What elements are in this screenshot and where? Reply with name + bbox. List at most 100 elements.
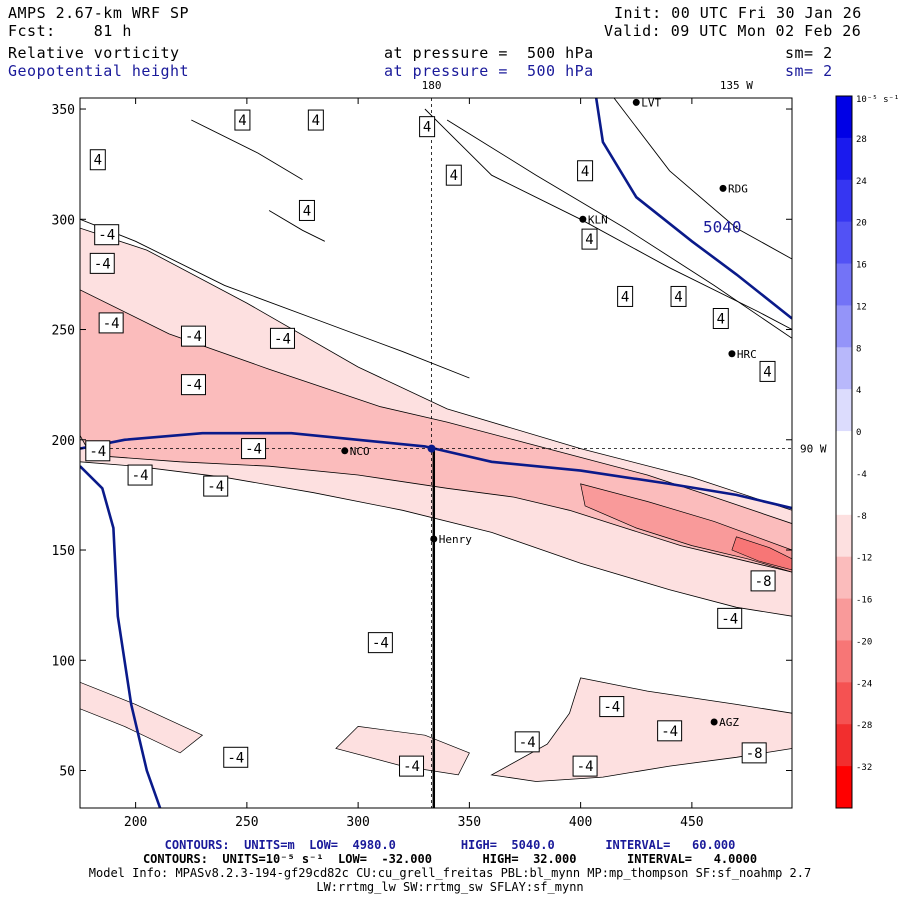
vorticity-label-box-16 xyxy=(269,327,295,349)
station-label-nco: NCO xyxy=(350,445,370,458)
vorticity-label-box-30 xyxy=(572,755,598,777)
vorticity-label-box-13 xyxy=(89,252,115,274)
vorticity-label-box-19 xyxy=(241,438,267,460)
plot-area xyxy=(80,98,792,808)
height-contour-info: CONTOURS: UNITS=m LOW= 4980.0 HIGH= 5040… xyxy=(164,838,736,852)
vorticity-label-10: 4 xyxy=(717,311,725,327)
y-tick-label-200: 200 xyxy=(52,434,75,449)
colorbar-swatch-0 xyxy=(836,96,852,139)
vorticity-label-box-14 xyxy=(98,312,124,334)
vorticity-label-0: 4 xyxy=(238,113,246,129)
colorbar-label-11: -12 xyxy=(856,554,872,564)
band-neg4-sw xyxy=(335,726,470,776)
vorticity-label-21: -4 xyxy=(207,479,224,495)
vorticity-label-box-5 xyxy=(445,164,462,186)
station-label-agz: AGZ xyxy=(719,716,739,729)
y-tick-label-350: 350 xyxy=(52,103,75,118)
field2-name: Geopotential height xyxy=(8,62,190,80)
band-neg4-south xyxy=(490,677,792,782)
y-tick-label-100: 100 xyxy=(52,654,75,669)
vorticity-label-box-26 xyxy=(657,720,683,742)
vorticity-label-box-1 xyxy=(307,109,324,131)
vorticity-label-box-18 xyxy=(85,440,111,462)
x-tick-label-200: 200 xyxy=(124,815,147,830)
colorbar-swatch-8 xyxy=(836,431,852,474)
vorticity-label-box-21 xyxy=(203,475,229,497)
station-label-henry: Henry xyxy=(439,533,472,546)
colorbar-swatch-15 xyxy=(836,724,852,767)
colorbar-swatch-3 xyxy=(836,221,852,265)
plot-frame xyxy=(79,97,793,809)
vorticity-label-box-6 xyxy=(577,160,594,182)
height-contour-label: 5040 xyxy=(703,218,742,237)
colorbar-label-9: -4 xyxy=(856,470,867,480)
pos-contour-5 xyxy=(268,210,325,242)
vorticity-label-1: 4 xyxy=(312,113,320,129)
init-time: Init: 00 UTC Fri 30 Jan 26 xyxy=(614,4,862,22)
colorbar-label-7: 4 xyxy=(856,386,861,396)
field1-smooth: sm= 2 xyxy=(785,44,833,62)
station-marker-agz xyxy=(710,718,718,726)
station-label-lvt: LVT xyxy=(641,96,661,109)
model-info-physics: LW:rrtmg_lw SW:rrtmg_sw SFLAY:sf_mynn xyxy=(316,880,584,894)
valid-time: Valid: 09 UTC Mon 02 Feb 26 xyxy=(604,22,862,40)
x-tick-label-300: 300 xyxy=(346,815,369,830)
colorbar-swatch-1 xyxy=(836,137,852,181)
vorticity-label-box-27 xyxy=(514,731,540,753)
vorticity-label-11: 4 xyxy=(763,364,771,380)
forecast-hour: Fcst: 81 h xyxy=(8,22,132,40)
colorbar-label-6: 8 xyxy=(856,344,861,354)
height-contour-west xyxy=(80,465,162,808)
vorticity-label-box-31 xyxy=(741,742,767,764)
station-marker-kln xyxy=(579,215,587,223)
x-tick-label-250: 250 xyxy=(235,815,258,830)
vorticity-label-box-8 xyxy=(617,285,634,307)
vorticity-label-box-29 xyxy=(399,755,425,777)
vorticity-label-3: 4 xyxy=(94,153,102,169)
colorbar-swatch-11 xyxy=(836,556,852,600)
x-tick-label-350: 350 xyxy=(458,815,481,830)
colorbar-label-14: -24 xyxy=(856,679,872,689)
colorbar-swatch-10 xyxy=(836,514,852,558)
colorbar-swatch-4 xyxy=(836,263,852,306)
vorticity-label-29: -4 xyxy=(403,759,420,775)
colorbar-unit: 10⁻⁵ s⁻¹ xyxy=(856,95,899,105)
colorbar-label-8: 0 xyxy=(856,428,861,438)
band-neg16 xyxy=(731,536,792,571)
colorbar-label-13: -20 xyxy=(856,637,872,647)
vorticity-label-box-25 xyxy=(599,696,625,718)
pos-contour-1 xyxy=(424,108,792,330)
colorbar-label-5: 12 xyxy=(856,302,867,312)
vorticity-label-box-11 xyxy=(759,360,776,382)
colorbar-frame xyxy=(835,95,853,809)
colorbar-label-16: -32 xyxy=(856,763,872,773)
vorticity-label-27: -4 xyxy=(519,735,536,751)
colorbar-label-2: 24 xyxy=(856,177,867,187)
field2-level: at pressure = 500 hPa xyxy=(384,62,594,80)
vorticity-label-box-4 xyxy=(298,199,315,221)
station-marker-nco xyxy=(341,447,349,455)
x-tick-label-400: 400 xyxy=(569,815,592,830)
vorticity-label-13: -4 xyxy=(94,256,111,272)
station-label-kln: KLN xyxy=(588,213,608,226)
meridian-label-0: 180 xyxy=(422,79,442,92)
vorticity-label-22: -8 xyxy=(755,574,772,590)
colorbar-swatch-13 xyxy=(836,640,852,683)
vorticity-label-box-15 xyxy=(180,325,206,347)
vorticity-label-25: -4 xyxy=(603,700,620,716)
vorticity-label-box-22 xyxy=(750,570,776,592)
station-label-hrc: HRC xyxy=(737,348,757,361)
height-contour-main xyxy=(80,431,792,510)
band-neg4-west xyxy=(80,681,204,754)
vorticity-label-box-20 xyxy=(127,464,153,486)
station-marker-lvt xyxy=(632,98,640,106)
colorbar-swatch-6 xyxy=(836,347,852,390)
vorticity-label-box-3 xyxy=(89,149,106,171)
vorticity-label-box-9 xyxy=(670,285,687,307)
pos-contour-4 xyxy=(191,119,303,180)
colorbar-swatch-14 xyxy=(836,682,852,725)
x-tick-label-450: 450 xyxy=(680,815,703,830)
pos-contour-3 xyxy=(613,98,792,260)
height-contour-5040 xyxy=(594,98,792,320)
vorticity-label-26: -4 xyxy=(661,724,678,740)
